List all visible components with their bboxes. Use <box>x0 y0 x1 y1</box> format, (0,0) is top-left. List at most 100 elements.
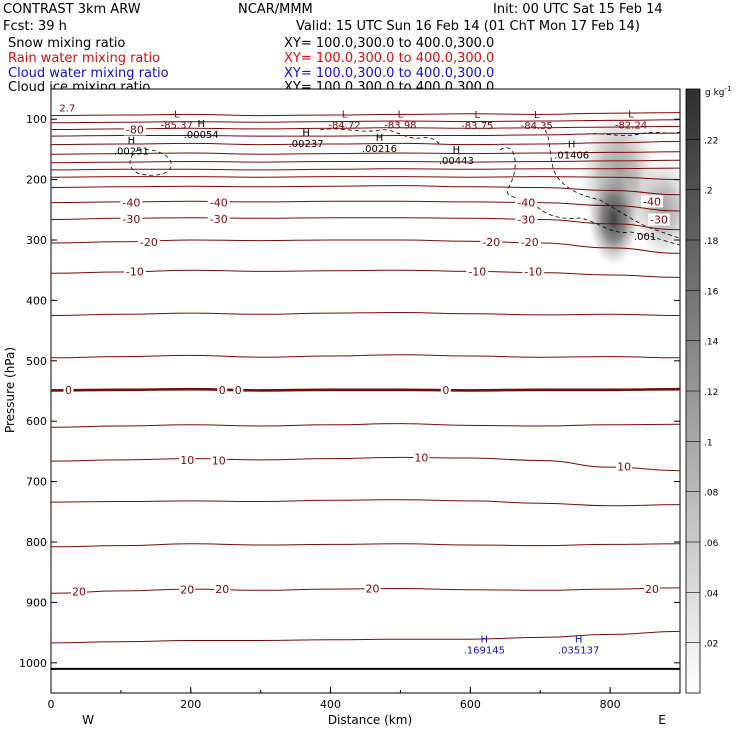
extremum-mark: L <box>534 110 540 121</box>
extremum-value: -82.24 <box>615 120 647 131</box>
isotherm-label: 10 <box>212 454 226 467</box>
valid-label: Valid: 15 UTC Sun 16 Feb 14 (01 ChT Mon … <box>296 19 640 34</box>
extremum-mark: L <box>475 110 481 121</box>
isotherm-label: -30 <box>517 213 535 226</box>
isotherm-line <box>51 176 680 181</box>
colorbar-tick-label: .22 <box>704 136 718 146</box>
isotherm-label: 20 <box>180 584 194 597</box>
x-tick-label: 0 <box>48 698 55 711</box>
colorbar-ticks: .02 .04 .06 .08 .1 .12 .14 .16 .18 .2 .22 <box>686 136 719 650</box>
isotherm-line <box>51 387 680 392</box>
temperature-isotherms <box>51 112 680 644</box>
colorbar-tick-label: .04 <box>704 589 719 599</box>
extremum-mark: L <box>398 109 404 120</box>
y-axis-title: Pressure (hPa) <box>3 347 17 433</box>
isotherm-label-bg <box>648 213 671 226</box>
x-axis-title: Distance (km) <box>328 713 412 727</box>
isotherm-line <box>51 423 680 428</box>
x-tick-label: 600 <box>460 698 481 711</box>
isotherm-line <box>51 125 680 130</box>
colorbar-tick-label: .16 <box>704 287 719 297</box>
isotherm-line <box>51 200 680 212</box>
x-tick-label: 800 <box>600 698 621 711</box>
extremum-mark: H <box>128 135 136 146</box>
isotherm-label-bg <box>179 453 196 466</box>
contour-labels: -80-40 -40 -40 -40-30 -30 -30 -30-20 -20 -20-10-… <box>59 103 671 656</box>
extremum-value: -85.37 <box>161 120 193 131</box>
extremum-value: .00251 <box>114 146 149 157</box>
isotherm-label: -20 <box>140 236 158 249</box>
extremum-mark: L <box>174 109 180 120</box>
x-tick-label: 200 <box>180 698 201 711</box>
legend-snow-xy: XY= 100.0,300.0 to 400.0,300.0 <box>284 36 495 51</box>
extremum-value: -84.35 <box>521 121 553 132</box>
isotherm-label-bg <box>364 582 381 595</box>
y-tick-label: 700 <box>26 476 47 489</box>
y-tick-label: 1000 <box>19 657 47 670</box>
isotherm-label-bg <box>515 196 538 209</box>
isotherm-line <box>51 269 680 278</box>
extremum-mark: H <box>453 145 461 156</box>
cloud-ice-contour <box>499 147 680 246</box>
extremum-mark: H <box>481 634 489 645</box>
isotherm-line <box>51 311 680 316</box>
isotherm-line <box>51 185 680 196</box>
isotherm-label: -20 <box>521 236 539 249</box>
isotherm-label-bg <box>214 583 231 596</box>
isotherm-label: 0 <box>219 384 226 397</box>
isotherm-label: -40 <box>643 195 661 208</box>
colorbar-unit-base: g kg <box>705 88 725 98</box>
isotherm-line <box>51 543 680 548</box>
legend-rain-label: Rain water mixing ratio <box>8 51 161 66</box>
isotherm-label: -80 <box>126 123 144 136</box>
isotherm-label: -10 <box>468 265 486 278</box>
y-tick-label: 600 <box>26 415 47 428</box>
legend-cloud-water-xy: XY= 100.0,300.0 to 400.0,300.0 <box>284 66 495 81</box>
cloud-ice-contours <box>129 128 680 246</box>
isotherm-label-bg <box>179 583 196 596</box>
isotherm-line <box>51 630 680 644</box>
isotherm-label-bg <box>63 383 74 396</box>
y-tick-label: 800 <box>26 536 47 549</box>
center-label: NCAR/MMM <box>238 2 313 17</box>
isotherm-line <box>51 151 680 155</box>
isotherm-label: 10 <box>180 454 194 467</box>
y-tick-label: 400 <box>26 294 47 307</box>
isotherm-label: -30 <box>210 213 228 226</box>
colorbar-tick-label: .18 <box>704 237 719 247</box>
snow-shading <box>576 103 680 269</box>
isotherm-line <box>51 456 680 472</box>
isotherm-label-bg <box>70 585 87 598</box>
y-tick-label: 900 <box>26 596 47 609</box>
extremum-mark: L <box>342 109 348 120</box>
isotherm-label: -10 <box>126 265 144 278</box>
corner-value-label: 2.7 <box>59 103 75 114</box>
isotherm-label-bg <box>207 212 230 225</box>
isotherm-label: -20 <box>482 236 500 249</box>
legend-snow-label: Snow mixing ratio <box>8 36 126 51</box>
isotherm-label-bg <box>480 235 503 248</box>
isotherm-line <box>51 167 680 171</box>
extremum-value: .00054 <box>184 130 219 141</box>
init-label: Init: 00 UTC Sat 15 Feb 14 <box>493 2 663 17</box>
isotherm-label-bg <box>413 451 430 464</box>
colorbar-tick-label: .1 <box>704 438 713 448</box>
isotherm-label: -40 <box>210 197 228 210</box>
isotherm-line <box>51 119 680 124</box>
isotherm-label-bg <box>137 235 160 248</box>
isotherm-label: -30 <box>650 213 668 226</box>
isotherm-label-bg <box>515 213 538 226</box>
extremum-value: .01406 <box>554 151 589 162</box>
isotherm-label-bg <box>522 265 545 278</box>
isotherm-label: -40 <box>122 197 140 210</box>
isotherm-line <box>51 217 680 231</box>
legend-cloud-water-label: Cloud water mixing ratio <box>8 66 169 81</box>
isotherm-label-bg <box>466 265 489 278</box>
snow-shading-east <box>633 153 680 264</box>
y-tick-label: 200 <box>26 174 47 187</box>
isotherm-line <box>51 499 680 507</box>
colorbar-tick-label: .14 <box>704 338 719 348</box>
isotherm-label-bg <box>120 196 143 209</box>
axes: 0 200 400 600 800100200300400500600700800900… <box>19 113 681 711</box>
